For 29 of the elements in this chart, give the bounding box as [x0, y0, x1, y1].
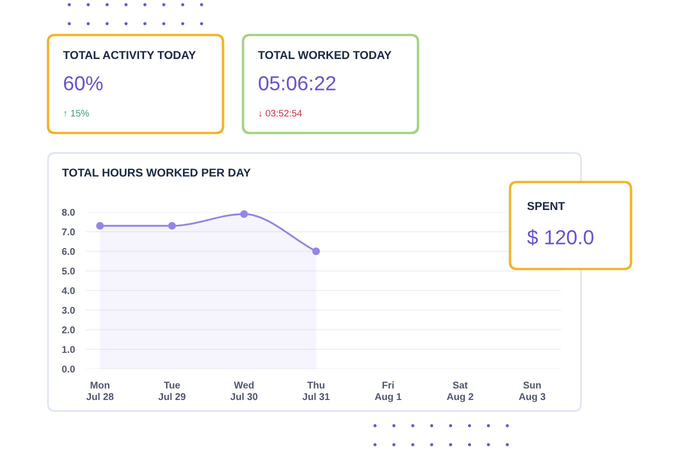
text: 05:06:22: [258, 76, 336, 90]
x-tick-label: Fri Aug 1: [374, 381, 402, 402]
y-tick-label: 2.0: [62, 326, 75, 334]
text: SPENT: [527, 202, 565, 210]
x-tick-label: Thu Jul 31: [302, 381, 330, 400]
text: ↓ 03:52:54: [259, 110, 302, 117]
y-tick-label: 7.0: [62, 228, 75, 236]
x-tick-label: Tue Jul 29: [158, 382, 186, 400]
point: [240, 210, 248, 218]
y-tick-label: 5.0: [62, 268, 75, 275]
x-tick-label: Wed Jul 30: [230, 381, 258, 400]
point: [96, 222, 104, 230]
x-tick-label: Sun Aug 3: [518, 382, 546, 402]
point: [312, 247, 320, 256]
text: ↑ 15%: [64, 110, 89, 117]
x-tick-label: Sat Aug 2: [446, 382, 474, 402]
annotation: $ 120.0: [527, 229, 594, 246]
x-tick-label: Mon Jul 28: [86, 382, 114, 400]
text: 60%: [64, 76, 103, 90]
y-tick-label: 1.0: [62, 346, 75, 353]
y-tick-label: 4.0: [62, 287, 75, 294]
text: TOTAL ACTIVITY TODAY: [63, 50, 196, 60]
y-tick-label: 3.0: [62, 306, 75, 314]
y-tick-label: 8.0: [62, 208, 75, 216]
point: [168, 222, 176, 230]
text: TOTAL WORKED TODAY: [258, 50, 392, 60]
y-tick-label: 6.0: [62, 248, 75, 255]
y-tick-label: 0.0: [62, 366, 75, 373]
chart-title: TOTAL HOURS WORKED PER DAY: [62, 168, 251, 177]
